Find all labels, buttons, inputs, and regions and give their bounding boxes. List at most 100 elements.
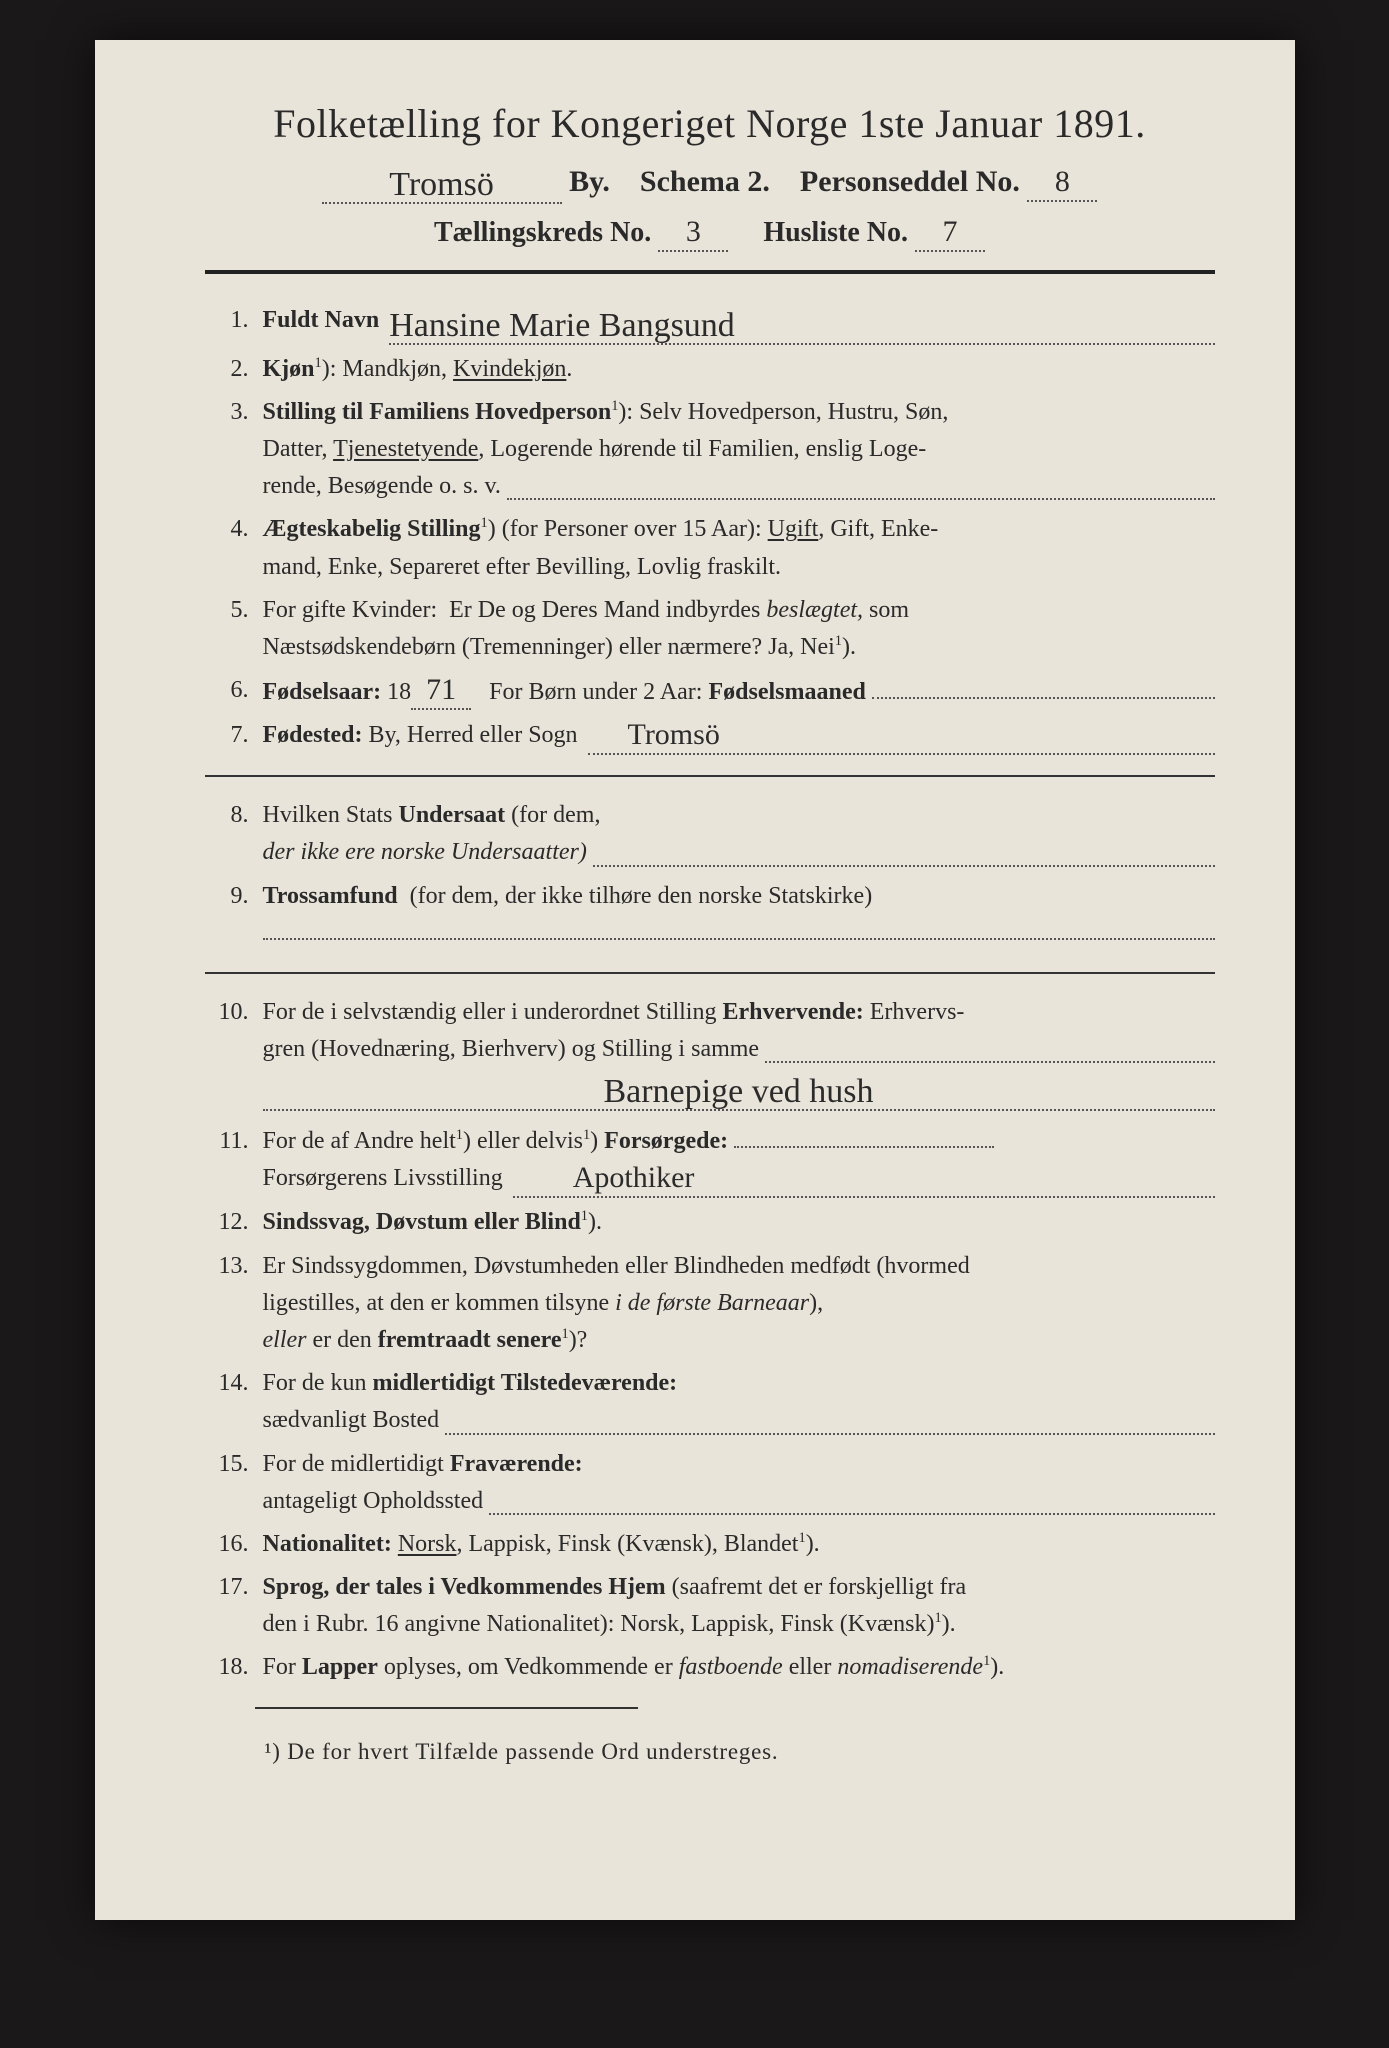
q18-text2: oplyses, om Vedkommende er bbox=[384, 1654, 673, 1680]
q14-text1: For de kun bbox=[263, 1370, 367, 1396]
page-background: Folketælling for Kongeriget Norge 1ste J… bbox=[0, 0, 1389, 2048]
row-5: 5. For gifte Kvinder: Er De og Deres Man… bbox=[205, 592, 1215, 666]
q10-bold1: Erhvervende: bbox=[722, 999, 863, 1025]
q18-bold: Lapper bbox=[302, 1654, 378, 1680]
row-3: 3. Stilling til Familiens Hovedperson1):… bbox=[205, 394, 1215, 506]
q6-child-label: For Børn under 2 Aar: bbox=[489, 674, 702, 711]
q14-line2: sædvanligt Bosted bbox=[263, 1402, 440, 1439]
q16-label: Nationalitet: bbox=[263, 1531, 392, 1557]
q10-text1: For de i selvstændig eller i underordnet… bbox=[263, 999, 717, 1025]
q11-text1: For de af Andre helt bbox=[263, 1128, 456, 1154]
q5-text1: Er De og Deres Mand indbyrdes bbox=[449, 597, 760, 623]
row-2: 2. Kjøn1): Mandkjøn, Kvindekjøn. bbox=[205, 351, 1215, 388]
row-4: 4. Ægteskabelig Stilling1) (for Personer… bbox=[205, 511, 1215, 585]
q5-italic1: beslægtet, bbox=[766, 597, 863, 623]
q3-underlined: Tjenestetyende bbox=[333, 436, 478, 462]
q6-value: 71 bbox=[426, 673, 456, 706]
q5-text3: Næstsødskendebørn (Tremenninger) eller n… bbox=[263, 634, 835, 660]
q4-underlined: Ugift bbox=[768, 516, 819, 542]
q11-text2: eller delvis bbox=[477, 1128, 583, 1154]
q15-bold: Fraværende: bbox=[450, 1451, 583, 1477]
q16-underlined: Norsk bbox=[398, 1531, 457, 1557]
q9-label: Trossamfund bbox=[263, 883, 398, 909]
q6-month-label: Fødselsmaaned bbox=[708, 674, 865, 711]
row-9: 9. Trossamfund (for dem, der ikke tilhør… bbox=[205, 878, 1215, 952]
q10-text3: gren (Hovednæring, Bierhverv) og Stillin… bbox=[263, 1031, 760, 1068]
row-6: 6. Fødselsaar: 18 71 For Børn under 2 Aa… bbox=[205, 672, 1215, 711]
q18-italic2: nomadiserende bbox=[837, 1654, 983, 1680]
q18-text3: eller bbox=[789, 1654, 832, 1680]
q4-paren: (for Personer over 15 Aar): bbox=[502, 516, 762, 542]
q10-text2: Erhvervs- bbox=[870, 999, 965, 1025]
row-16: 16. Nationalitet: Norsk, Lappisk, Finsk … bbox=[205, 1526, 1215, 1563]
by-label: By. bbox=[569, 165, 610, 198]
row-12: 12. Sindssvag, Døvstum eller Blind1). bbox=[205, 1204, 1215, 1241]
husliste-no: 7 bbox=[943, 215, 958, 248]
q7-label: Fødested: bbox=[263, 717, 363, 755]
q13-text4: er den bbox=[312, 1327, 371, 1353]
q11-bold: Forsørgede: bbox=[604, 1128, 728, 1154]
header-line-2: Tællingskreds No. 3 Husliste No. 7 bbox=[205, 214, 1215, 252]
person-label: Personseddel No. bbox=[800, 165, 1020, 198]
q13-italic2: i de første Barneaar bbox=[615, 1290, 809, 1316]
q5-text2: som bbox=[869, 597, 909, 623]
row-11: 11. For de af Andre helt1) eller delvis1… bbox=[205, 1123, 1215, 1198]
row-15: 15. For de midlertidigt Fraværende: anta… bbox=[205, 1446, 1215, 1520]
q6-prefix: 18 bbox=[387, 674, 411, 711]
q13-text3: eller bbox=[263, 1327, 307, 1353]
row-17: 17. Sprog, der tales i Vedkommendes Hjem… bbox=[205, 1569, 1215, 1643]
header-line-1: Tromsö By. Schema 2. Personseddel No. 8 bbox=[205, 161, 1215, 204]
footnote-rule bbox=[255, 1707, 639, 1709]
row-10: 10. For de i selvstændig eller i underor… bbox=[205, 994, 1215, 1111]
q11-value: Apothiker bbox=[513, 1161, 695, 1194]
row-7: 7. Fødested: By, Herred eller Sogn Troms… bbox=[205, 717, 1215, 755]
row-13: 13. Er Sindssygdommen, Døvstumheden elle… bbox=[205, 1248, 1215, 1360]
q8-italic: der ikke ere norske Undersaatter) bbox=[263, 834, 587, 871]
row-1: 1. Fuldt Navn Hansine Marie Bangsund bbox=[205, 302, 1215, 345]
q8-paren: (for dem, bbox=[511, 802, 600, 828]
q3-label: Stilling til Familiens Hovedperson bbox=[263, 399, 612, 425]
section-rule-2 bbox=[205, 972, 1215, 974]
q4-line2: mand, Enke, Separeret efter Bevilling, L… bbox=[263, 554, 782, 580]
q5-label: For gifte Kvinder: bbox=[263, 597, 438, 623]
husliste-label: Husliste No. bbox=[763, 217, 908, 248]
row-8: 8. Hvilken Stats Undersaat (for dem, der… bbox=[205, 797, 1215, 871]
q8-label: Hvilken Stats bbox=[263, 802, 393, 828]
q8-bold: Undersaat bbox=[399, 802, 506, 828]
q15-text1: For de midlertidigt bbox=[263, 1451, 444, 1477]
q2-label: Kjøn bbox=[263, 356, 315, 382]
q17-text2: den i Rubr. 16 angivne Nationalitet): No… bbox=[263, 1611, 935, 1637]
q7-value: Tromsö bbox=[588, 718, 720, 751]
q1-value: Hansine Marie Bangsund bbox=[389, 307, 735, 344]
census-form-paper: Folketælling for Kongeriget Norge 1ste J… bbox=[95, 40, 1295, 1920]
schema-label: Schema 2. bbox=[640, 165, 770, 198]
q13-bold: fremtraadt senere bbox=[378, 1327, 562, 1353]
q13-text1: Er Sindssygdommen, Døvstumheden eller Bl… bbox=[263, 1253, 970, 1279]
q12-label: Sindssvag, Døvstum eller Blind bbox=[263, 1209, 581, 1235]
row-14: 14. For de kun midlertidigt Tilstedevære… bbox=[205, 1365, 1215, 1439]
q15-line2: antageligt Opholdssted bbox=[263, 1483, 484, 1520]
q13-text2: ligestilles, at den er kommen tilsyne bbox=[263, 1290, 610, 1316]
section-rule-1 bbox=[205, 775, 1215, 777]
q7-sub: By, Herred eller Sogn bbox=[368, 717, 577, 755]
row-18: 18. For Lapper oplyses, om Vedkommende e… bbox=[205, 1649, 1215, 1686]
q9-text: (for dem, der ikke tilhøre den norske St… bbox=[410, 883, 873, 909]
q10-value: Barnepige ved hush bbox=[603, 1073, 873, 1110]
q14-bold: midlertidigt Tilstedeværende: bbox=[373, 1370, 678, 1396]
header-rule bbox=[205, 270, 1215, 274]
q3-line3: rende, Besøgende o. s. v. bbox=[263, 468, 501, 505]
q6-label: Fødselsaar: bbox=[263, 674, 382, 711]
q17-bold: Sprog, der tales i Vedkommendes Hjem bbox=[263, 1574, 666, 1600]
person-no: 8 bbox=[1055, 165, 1070, 198]
q11-line2: Forsørgerens Livsstilling bbox=[263, 1160, 503, 1198]
footnote: ¹) De for hvert Tilfælde passende Ord un… bbox=[205, 1739, 1215, 1765]
q18-text1: For bbox=[263, 1654, 296, 1680]
q1-label: Fuldt Navn bbox=[263, 302, 380, 345]
form-title: Folketælling for Kongeriget Norge 1ste J… bbox=[205, 100, 1215, 147]
q4-label: Ægteskabelig Stilling bbox=[263, 516, 481, 542]
q2-underlined: Kvindekjøn bbox=[453, 356, 566, 382]
q17-text1: (saafremt det er forskjelligt fra bbox=[672, 1574, 967, 1600]
kreds-label: Tællingskreds No. bbox=[434, 217, 651, 248]
kreds-no: 3 bbox=[686, 215, 701, 248]
by-name-handwritten: Tromsö bbox=[389, 166, 494, 203]
